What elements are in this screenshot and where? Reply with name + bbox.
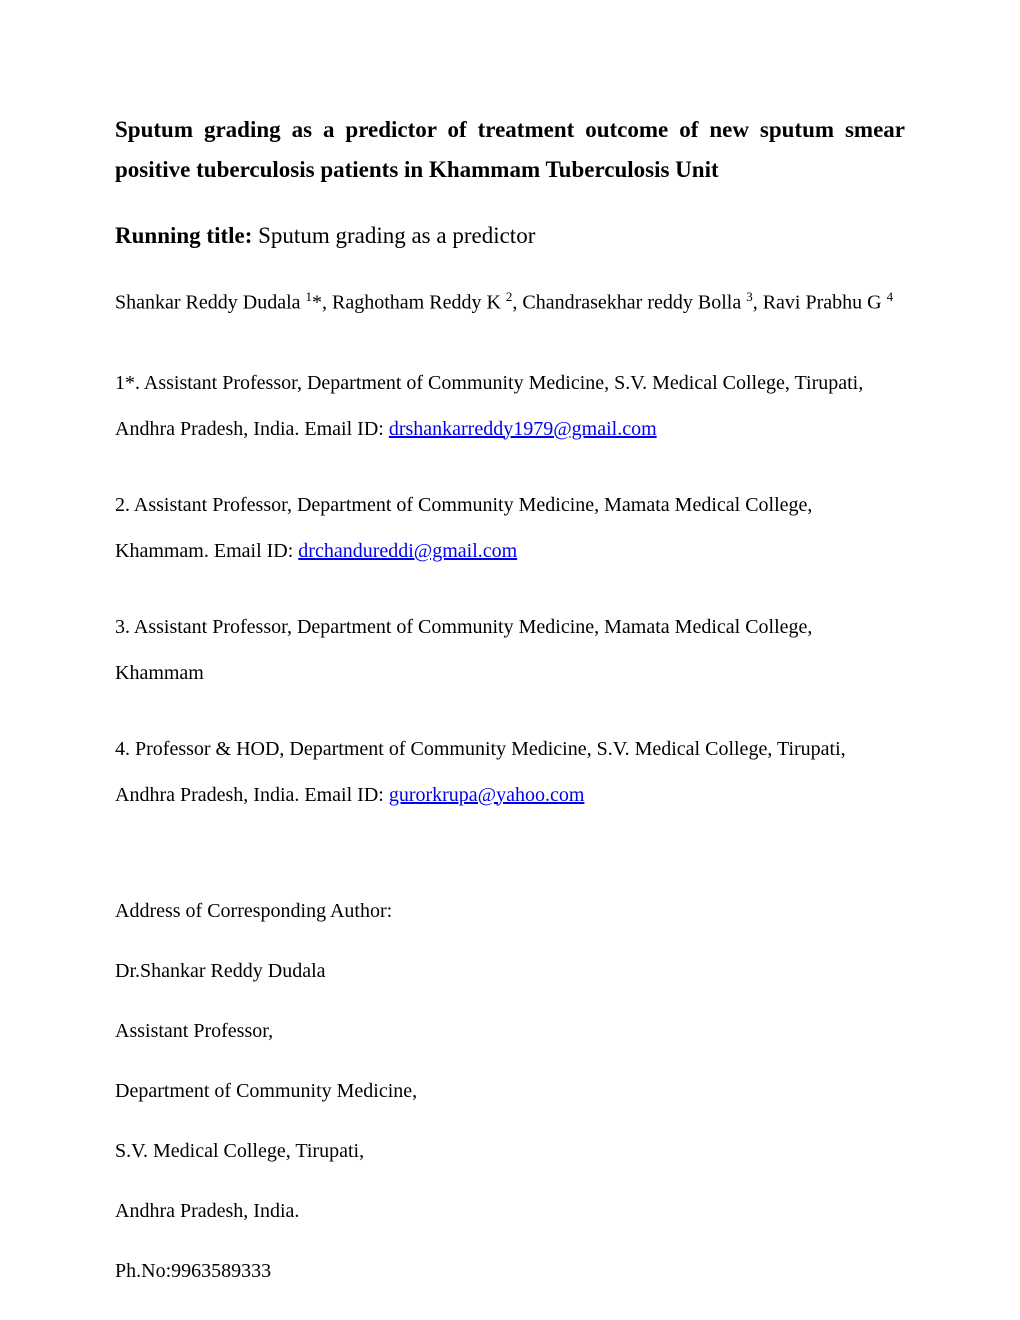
- authors-list: Shankar Reddy Dudala 1*, Raghotham Reddy…: [115, 287, 905, 318]
- affiliation-2-email-link[interactable]: drchandureddi@gmail.com: [298, 540, 517, 562]
- corresponding-name: Dr.Shankar Reddy Dudala: [115, 956, 905, 986]
- author-2-name: Raghotham Reddy K: [332, 292, 506, 314]
- running-title-value: Sputum grading as a predictor: [258, 223, 535, 248]
- author-1-mark: *,: [312, 292, 332, 314]
- affiliation-4-email-link[interactable]: gurorkrupa@yahoo.com: [389, 784, 585, 806]
- section-spacer: [115, 848, 905, 896]
- author-3-name: Chandrasekhar reddy Bolla: [522, 292, 746, 314]
- affiliation-3-text: 3. Assistant Professor, Department of Co…: [115, 616, 812, 684]
- corresponding-department: Department of Community Medicine,: [115, 1076, 905, 1106]
- running-title-label: Running title:: [115, 223, 258, 248]
- author-4-name: Ravi Prabhu G: [763, 292, 887, 314]
- corresponding-label: Address of Corresponding Author:: [115, 896, 905, 926]
- author-2-sep: ,: [512, 292, 522, 314]
- affiliation-4: 4. Professor & HOD, Department of Commun…: [115, 726, 905, 818]
- author-1-name: Shankar Reddy Dudala: [115, 292, 306, 314]
- affiliation-1: 1*. Assistant Professor, Department of C…: [115, 360, 905, 452]
- corresponding-phone: Ph.No:9963589333: [115, 1256, 905, 1286]
- author-3-sep: ,: [753, 292, 763, 314]
- author-4-sup: 4: [887, 289, 894, 304]
- affiliation-1-email-link[interactable]: drshankarreddy1979@gmail.com: [389, 418, 657, 440]
- affiliation-3: 3. Assistant Professor, Department of Co…: [115, 604, 905, 696]
- affiliation-2: 2. Assistant Professor, Department of Co…: [115, 482, 905, 574]
- corresponding-college: S.V. Medical College, Tirupati,: [115, 1136, 905, 1166]
- corresponding-state: Andhra Pradesh, India.: [115, 1196, 905, 1226]
- running-title: Running title: Sputum grading as a predi…: [115, 219, 905, 254]
- corresponding-role: Assistant Professor,: [115, 1016, 905, 1046]
- paper-title: Sputum grading as a predictor of treatme…: [115, 110, 905, 191]
